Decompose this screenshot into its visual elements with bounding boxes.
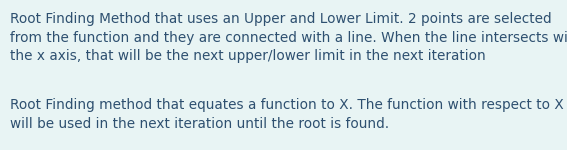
Text: Root Finding Method that uses an Upper and Lower Limit. 2 points are selected
fr: Root Finding Method that uses an Upper a…	[10, 12, 567, 63]
Text: Root Finding method that equates a function to X. The function with respect to X: Root Finding method that equates a funct…	[10, 98, 564, 131]
